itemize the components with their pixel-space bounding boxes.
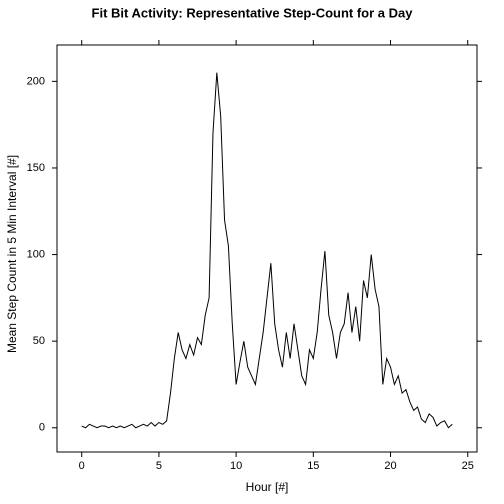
x-tick-label: 0 <box>79 460 85 472</box>
x-axis-title: Hour [#] <box>246 480 289 494</box>
x-tick-label: 20 <box>384 460 396 472</box>
y-axis-title: Mean Step Count in 5 Min Interval [#] <box>5 155 19 353</box>
x-tick-label: 5 <box>156 460 162 472</box>
chart-title: Fit Bit Activity: Representative Step-Co… <box>92 5 414 20</box>
y-tick-label: 50 <box>33 335 45 347</box>
data-line <box>81 72 453 429</box>
x-tick-label: 10 <box>230 460 242 472</box>
y-tick-label: 150 <box>27 162 45 174</box>
plot-frame <box>56 44 478 453</box>
y-tick-label: 0 <box>39 422 45 434</box>
y-tick-label: 200 <box>27 75 45 87</box>
y-tick-label: 100 <box>27 248 45 260</box>
x-tick-label: 25 <box>462 460 474 472</box>
x-tick-label: 15 <box>307 460 319 472</box>
